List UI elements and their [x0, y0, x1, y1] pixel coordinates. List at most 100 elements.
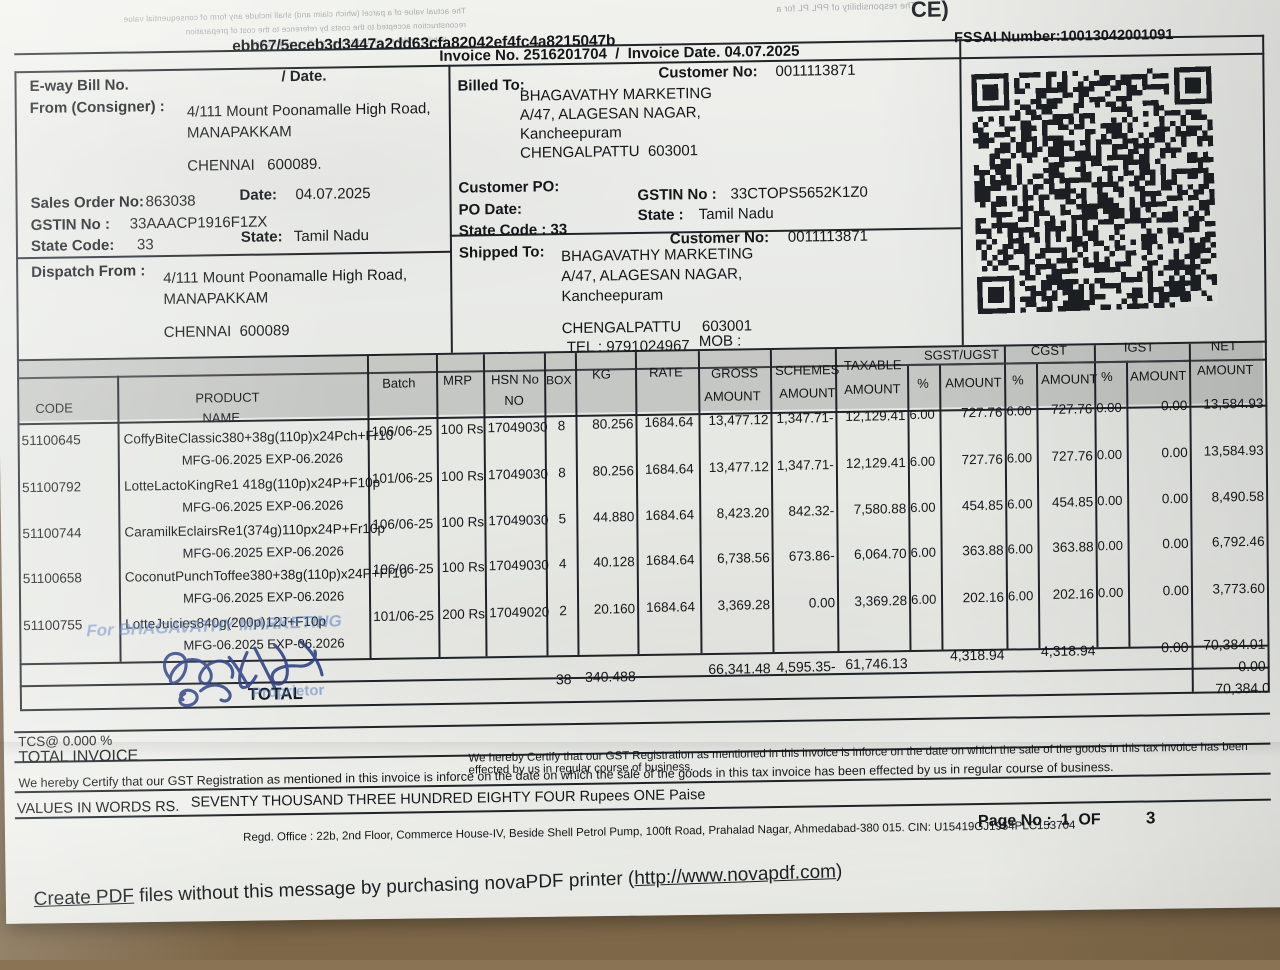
- cell-name: CaramilkEclairsRe1(374g)110px24P+Fr10p: [124, 520, 385, 540]
- cell-hsn: 17049030: [488, 557, 549, 574]
- cell-cgst-pct: 6.00: [1006, 403, 1032, 419]
- cell-igst-amt: 0.00: [1161, 490, 1189, 507]
- totals-schemes: 4,595.35-: [776, 658, 836, 675]
- eway-bill-label: E-way Bill No.: [29, 76, 129, 96]
- consigner-state-value: Tamil Nadu: [293, 226, 369, 246]
- cell-kg: 40.128: [593, 554, 635, 570]
- consigner-state-label: State:: [240, 228, 283, 246]
- novapdf-prefix: Create PDF: [33, 885, 135, 911]
- cell-sgst-amt: 727.76: [961, 404, 1003, 421]
- shipped-customer-no-label: Customer No:: [669, 229, 770, 248]
- th-product: PRODUCT: [195, 389, 260, 406]
- values-in-words-label: VALUES IN WORDS RS.: [16, 798, 180, 818]
- total-invoice-label: TOTAL INVOICE: [18, 747, 139, 767]
- consigner-address-2: MANAPAKKAM: [186, 123, 292, 142]
- cell-hsn: 17049030: [488, 512, 549, 529]
- cell-net: 8,490.58: [1211, 488, 1265, 505]
- shipped-to-line1: A/47, ALAGESAN NAGAR,: [561, 265, 743, 286]
- cell-gross: 3,369.28: [717, 597, 771, 613]
- cell-igst-amt: 0.00: [1161, 397, 1188, 414]
- cell-net: 13,584.93: [1203, 442, 1264, 459]
- cell-rate: 1684.64: [646, 599, 695, 615]
- customer-po-label: Customer PO:: [458, 178, 560, 197]
- cell-cgst-amt: 727.76: [1051, 448, 1093, 464]
- th-sgst-amount: AMOUNT: [945, 374, 1002, 391]
- cell-net: 6,792.46: [1211, 533, 1265, 550]
- billed-gstin-value: 33CTOPS5652K1Z0: [730, 183, 868, 203]
- th-taxable-amount: AMOUNT: [844, 381, 901, 397]
- cell-cgst-amt: 202.16: [1052, 586, 1095, 602]
- billed-to-line2: Kancheepuram: [519, 124, 622, 143]
- cell-sgst-pct: 6.00: [910, 544, 937, 560]
- cell-kg: 44.880: [592, 509, 635, 525]
- billed-to-label: Billed To:: [457, 76, 525, 95]
- cell-mfg-exp: MFG-06.2025 EXP-06.2026: [183, 635, 345, 653]
- cell-sgst-amt: 202.16: [962, 589, 1005, 606]
- th-igst-pct: %: [1101, 368, 1113, 385]
- cell-sgst-amt: 363.88: [962, 542, 1004, 559]
- cell-sgst-pct: 6.00: [909, 453, 936, 469]
- th-hsn-no: NO: [504, 392, 524, 409]
- totals-box: 38: [555, 671, 572, 688]
- totals-igst: 0.00: [1161, 638, 1189, 656]
- page-number-label: Page No : 1 OF: [977, 811, 1101, 831]
- cell-gross: 6,738.56: [717, 550, 770, 566]
- cell-schemes: 1,347.71-: [776, 410, 834, 426]
- cell-sgst-pct: 6.00: [909, 406, 935, 422]
- th-box: BOX: [546, 373, 572, 388]
- cell-mrp: 100 Rs: [440, 468, 484, 484]
- totals-net: 70,384.01: [1203, 635, 1266, 653]
- consigner-label: From (Consigner) :: [29, 98, 165, 118]
- cell-cgst-pct: 6.00: [1007, 588, 1034, 604]
- order-date-value: 04.07.2025: [295, 184, 371, 204]
- totals-taxable: 61,746.13: [845, 655, 908, 672]
- divider-consigner-billed: [448, 64, 453, 353]
- cell-kg: 80.256: [592, 416, 634, 432]
- novapdf-banner: Create PDF files without this message by…: [33, 861, 842, 911]
- billed-customer-no-value: 0011113871: [775, 61, 856, 80]
- cell-code: 51100744: [22, 525, 82, 542]
- cell-taxable: 3,369.28: [854, 593, 908, 609]
- billed-state-label: State :: [637, 206, 684, 225]
- cell-schemes: 1,347.71-: [776, 457, 834, 473]
- cell-sgst-pct: 6.00: [910, 591, 937, 607]
- novapdf-suffix: ): [835, 860, 843, 883]
- cell-kg: 20.160: [593, 601, 636, 617]
- cell-igst-amt: 0.00: [1162, 535, 1189, 552]
- cell-igst-pct: 0.00: [1097, 584, 1124, 601]
- billed-customer-no-label: Customer No:: [658, 63, 758, 82]
- totals-gross: 66,341.48: [708, 660, 771, 678]
- shipped-to-mob: MOB :: [698, 332, 742, 351]
- cell-batch: 106/06-25: [372, 561, 434, 577]
- billed-state-value: Tamil Nadu: [698, 204, 774, 224]
- regd-office-text: Regd. Office : 22b, 2nd Floor, Commerce …: [243, 819, 1076, 844]
- shipped-to-name: BHAGAVATHY MARKETING: [560, 245, 754, 266]
- th-schemes: SCHEMES: [774, 362, 840, 378]
- cell-cgst-pct: 6.00: [1007, 541, 1033, 557]
- fssai-number: FSSAI Number:10013042001091: [954, 27, 1174, 47]
- cell-box: 8: [558, 465, 566, 481]
- cell-batch: 106/06-25: [372, 516, 434, 532]
- po-date-label: PO Date:: [458, 200, 523, 219]
- th-net: NET: [1210, 338, 1237, 354]
- th-hsn: HSN No: [491, 371, 539, 388]
- totals-sgst: 4,318.94: [949, 646, 1005, 664]
- cell-taxable: 6,064.70: [854, 546, 907, 562]
- dispatch-from-label: Dispatch From :: [31, 262, 146, 282]
- company-stamp-line2: Proprietor: [251, 681, 325, 702]
- cell-igst-pct: 0.00: [1097, 537, 1123, 554]
- cell-schemes: 0.00: [808, 595, 836, 611]
- consigner-state-code-value: 33: [136, 236, 154, 254]
- frame-line-total2: [19, 666, 1270, 687]
- totals-kg: 340.488: [585, 668, 636, 685]
- cell-mrp: 200 Rs: [442, 606, 486, 622]
- cell-net: 3,773.60: [1212, 580, 1266, 597]
- cell-net: 13,584.93: [1203, 395, 1264, 412]
- bleed-through-text-right: The responsibility of PPL PL for a: [776, 0, 916, 14]
- cell-sgst-amt: 454.85: [961, 497, 1004, 514]
- billed-to-line1: A/47, ALAGESAN NAGAR,: [519, 104, 701, 124]
- cell-igst-pct: 0.00: [1096, 399, 1122, 416]
- totals-net-row2: 0.00: [1238, 657, 1266, 675]
- novapdf-middle: files without this message by purchasing…: [133, 868, 635, 907]
